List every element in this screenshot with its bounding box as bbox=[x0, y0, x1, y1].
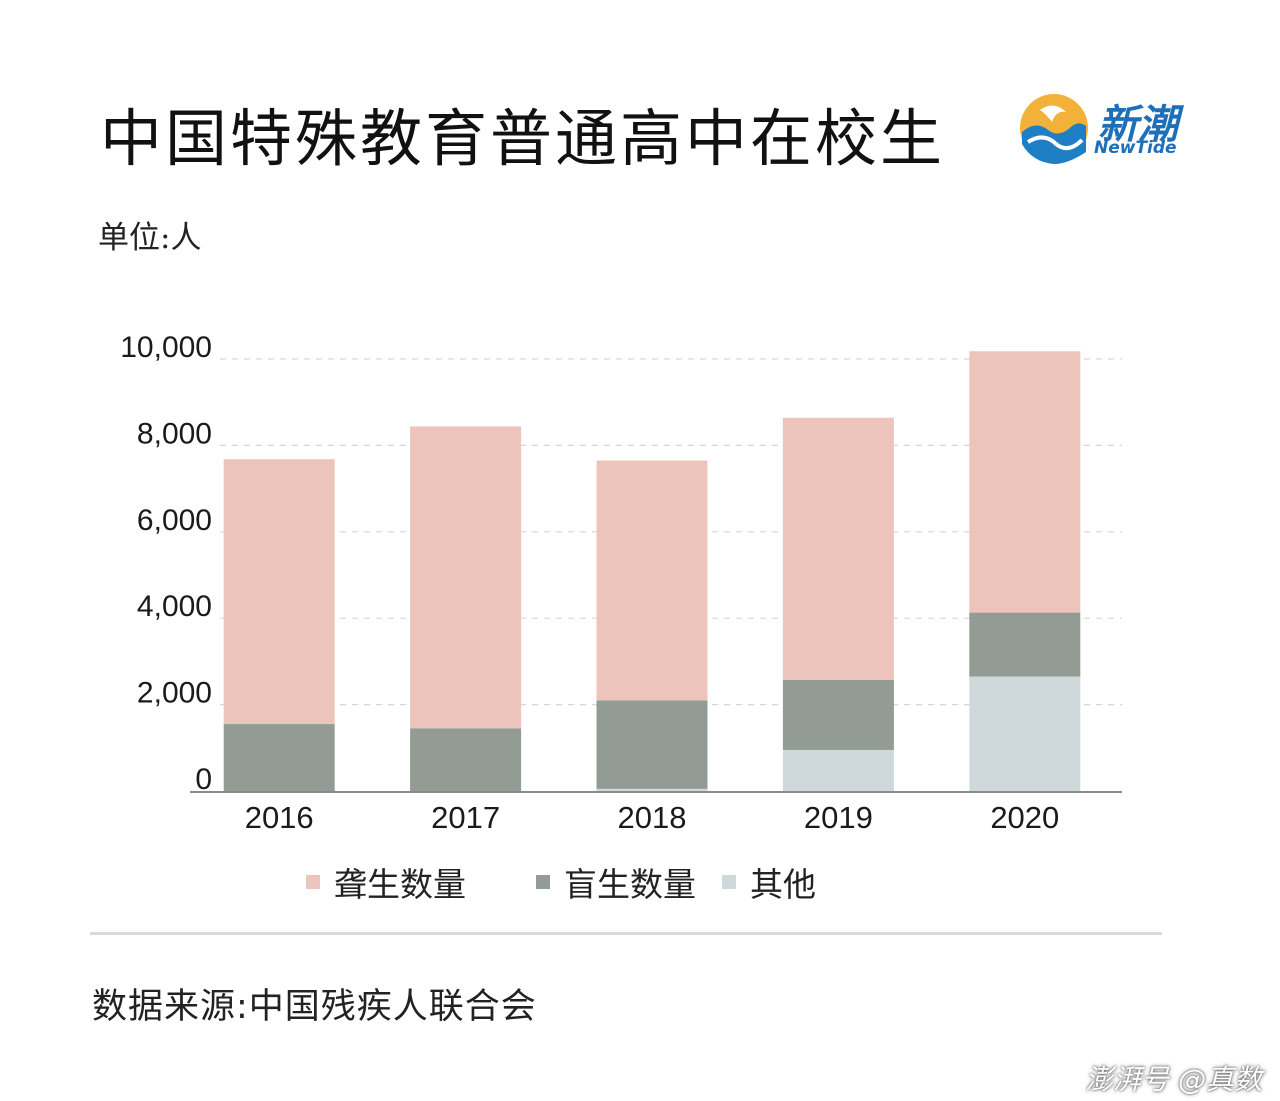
bar-segment bbox=[969, 676, 1081, 791]
bar-segment bbox=[223, 459, 335, 725]
legend-swatch-other bbox=[722, 875, 736, 889]
bar-segment bbox=[969, 612, 1081, 677]
legend-label-deaf: 聋生数量 bbox=[334, 865, 466, 904]
bar-segment bbox=[782, 679, 894, 750]
legend-item-other: 其他 bbox=[722, 858, 816, 906]
y-tick-label: 4,000 bbox=[137, 590, 212, 623]
bar-segment bbox=[969, 351, 1081, 613]
data-source: 数据来源:中国残疾人联合会 bbox=[92, 987, 537, 1027]
bar-segment bbox=[596, 788, 708, 791]
divider bbox=[90, 932, 1162, 935]
bar-segment bbox=[410, 426, 522, 729]
logo-text-en: NewTide bbox=[1094, 138, 1177, 158]
y-tick-label: 8,000 bbox=[137, 417, 212, 450]
logo-text-cn: 新潮 bbox=[1098, 102, 1178, 148]
bar-segment bbox=[596, 700, 708, 789]
x-tick-label: 2017 bbox=[431, 800, 500, 835]
y-tick-label: 2,000 bbox=[137, 677, 212, 710]
unit-label: 单位:人 bbox=[98, 220, 202, 256]
bar-segment bbox=[410, 728, 522, 791]
legend: 聋生数量 盲生数量 其他 bbox=[0, 858, 1280, 908]
legend-swatch-deaf bbox=[306, 875, 320, 889]
x-tick-label: 2016 bbox=[245, 800, 314, 835]
bar-segment bbox=[782, 749, 894, 791]
legend-item-deaf: 聋生数量 bbox=[306, 858, 466, 906]
newtide-logo: 新潮 NewTide bbox=[1018, 92, 1208, 164]
bar-segment bbox=[782, 417, 894, 680]
x-tick-label: 2020 bbox=[990, 800, 1059, 835]
watermark: 澎湃号 @真数 bbox=[1085, 1063, 1262, 1096]
x-tick-label: 2019 bbox=[804, 800, 873, 835]
chart-title: 中国特殊教育普通高中在校生 bbox=[100, 102, 946, 175]
wave-logo-icon bbox=[1020, 94, 1088, 164]
legend-label-other: 其他 bbox=[750, 865, 816, 904]
legend-label-blind: 盲生数量 bbox=[564, 865, 696, 904]
x-tick-label: 2018 bbox=[618, 800, 687, 835]
stacked-bar-chart: 0 2,000 4,000 6,000 8,000 10,000 2016 2017 2018 2… bbox=[120, 331, 1122, 835]
legend-swatch-blind bbox=[536, 875, 550, 889]
bar-segment bbox=[596, 460, 708, 701]
bar-segment bbox=[223, 724, 335, 791]
y-tick-label: 6,000 bbox=[137, 504, 212, 537]
y-tick-label: 0 bbox=[195, 763, 212, 796]
legend-item-blind: 盲生数量 bbox=[536, 858, 696, 906]
y-tick-label: 10,000 bbox=[120, 331, 212, 364]
